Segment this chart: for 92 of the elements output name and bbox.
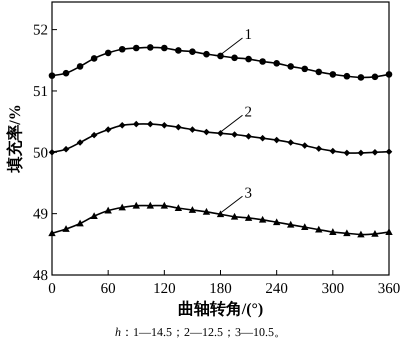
point: [287, 220, 294, 228]
point: [202, 208, 210, 215]
text: h：1—14.5；2—12.5；3—10.5。: [115, 325, 286, 339]
series-label: 3: [244, 185, 252, 202]
point: [217, 130, 224, 137]
point: [259, 134, 266, 142]
point: [258, 216, 266, 223]
point: [287, 63, 294, 70]
point: [188, 206, 196, 213]
y-axis-title: 填充率/%: [5, 104, 24, 174]
x-tick-label: 240: [265, 281, 288, 297]
point: [132, 44, 140, 52]
point: [161, 122, 168, 129]
point: [273, 136, 280, 144]
point: [217, 52, 224, 60]
point: [245, 56, 252, 62]
series-label: 2: [244, 104, 252, 120]
y-tick-label: 50: [33, 145, 48, 162]
point: [146, 202, 154, 209]
point: [174, 204, 182, 212]
point: [76, 220, 84, 226]
point: [161, 44, 168, 52]
point: [48, 72, 56, 79]
point: [76, 139, 84, 146]
x-tick-label: 360: [378, 281, 400, 297]
point: [372, 74, 378, 80]
x-tick-label: 180: [209, 281, 232, 297]
point: [62, 146, 70, 153]
point: [146, 120, 154, 128]
point: [104, 50, 112, 56]
point: [386, 148, 392, 155]
point: [244, 214, 252, 221]
point: [118, 204, 126, 210]
point: [216, 210, 224, 218]
point: [90, 212, 98, 220]
point: [301, 142, 308, 149]
point: [90, 132, 98, 138]
point: [315, 226, 322, 232]
point: [175, 47, 182, 54]
point: [343, 229, 351, 236]
series-label: 1: [244, 26, 252, 43]
x-tick-label: 60: [100, 281, 116, 297]
point: [132, 202, 140, 209]
point: [301, 223, 308, 230]
point: [230, 212, 238, 220]
point: [132, 120, 140, 128]
point: [146, 44, 154, 51]
point: [344, 150, 350, 156]
point: [175, 124, 182, 130]
point: [315, 145, 322, 152]
point: [385, 228, 393, 235]
point: [104, 206, 112, 214]
y-tick-label: 49: [33, 206, 48, 223]
point: [231, 54, 238, 62]
point: [203, 50, 210, 58]
point: [90, 55, 98, 62]
point: [357, 230, 365, 238]
point: [273, 60, 280, 67]
point: [344, 72, 350, 80]
point: [301, 66, 308, 72]
y-tick-label: 51: [33, 84, 48, 100]
point: [76, 63, 84, 70]
point: [329, 228, 337, 235]
point: [118, 46, 126, 53]
point: [118, 122, 126, 129]
point: [386, 71, 392, 78]
x-tick-label: 0: [48, 281, 56, 297]
point: [330, 148, 336, 154]
point: [48, 229, 56, 236]
point: [259, 58, 266, 65]
point: [245, 133, 252, 140]
point: [371, 230, 379, 237]
x-axis-title: 曲轴转角/(°): [178, 300, 264, 318]
point: [315, 68, 322, 76]
point: [330, 71, 336, 78]
point: [189, 126, 196, 133]
x-tick-label: 300: [322, 281, 344, 297]
point: [231, 131, 238, 138]
point: [62, 225, 70, 232]
point: [189, 48, 196, 55]
x-tick-label: 120: [153, 281, 176, 297]
y-tick-label: 52: [33, 22, 48, 39]
point: [203, 128, 210, 136]
point: [62, 70, 70, 76]
point: [160, 202, 168, 209]
point: [287, 139, 294, 146]
point: [104, 126, 112, 133]
point: [358, 150, 364, 156]
y-tick-label: 48: [33, 268, 48, 284]
point: [372, 149, 378, 156]
point: [272, 218, 280, 226]
point: [358, 74, 364, 81]
